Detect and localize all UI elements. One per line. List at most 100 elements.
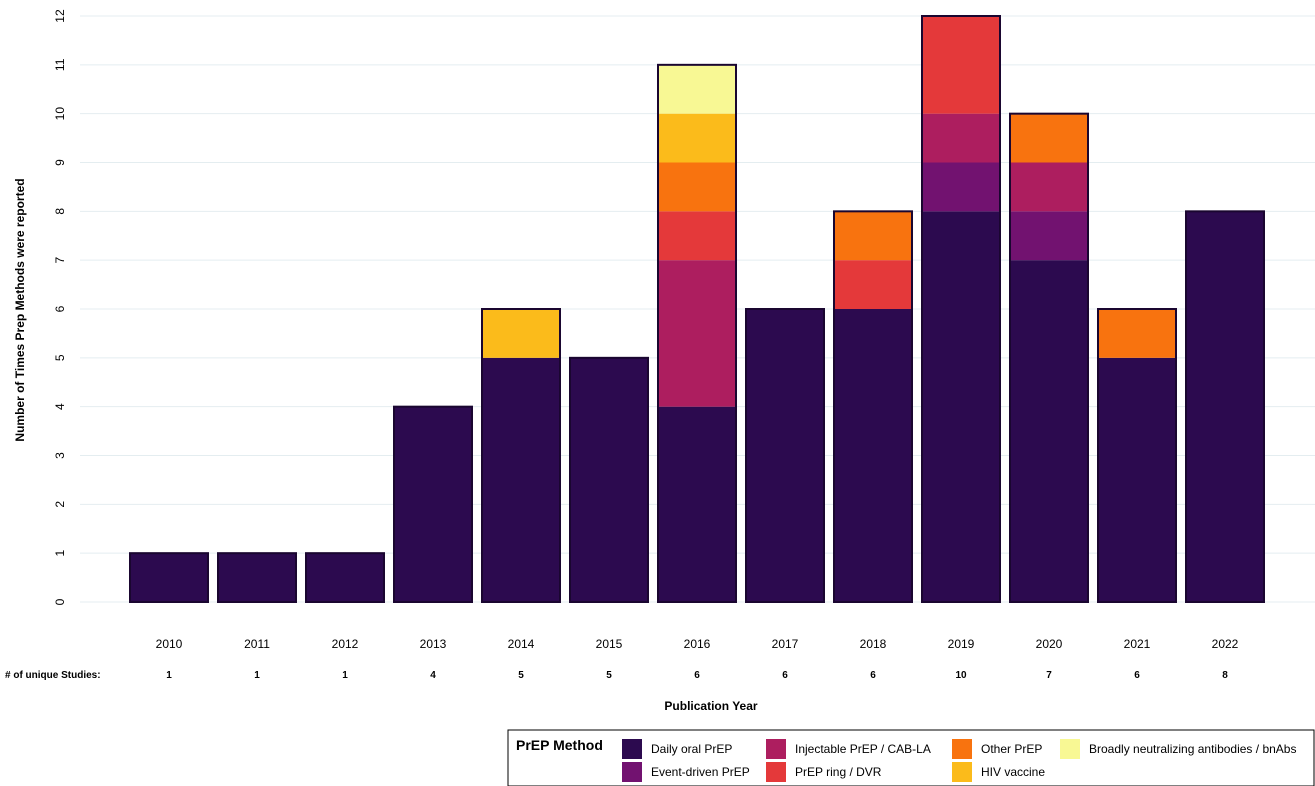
bar-outline: [921, 15, 1001, 603]
y-tick-label: 11: [53, 58, 67, 71]
unique-studies-count: 1: [254, 670, 260, 681]
bar-segment: [658, 162, 736, 212]
x-tick-label: 2013: [420, 637, 447, 651]
y-tick-label: 10: [53, 107, 67, 121]
x-tick-label: 2019: [948, 637, 975, 651]
y-tick-label: 3: [53, 452, 67, 459]
unique-studies-count: 6: [694, 670, 700, 681]
legend-box: [507, 729, 1315, 786]
bar-segment: [1098, 309, 1176, 358]
bar-segment: [1010, 162, 1088, 212]
bar-segment: [1010, 113, 1088, 163]
bar-segment: [834, 309, 912, 602]
y-tick-label: 1: [53, 550, 67, 557]
y-tick-label: 6: [53, 305, 67, 312]
y-axis-title: Number of Times Prep Methods were report…: [13, 178, 27, 441]
x-tick-label: 2017: [772, 637, 799, 651]
bar-segment: [306, 553, 384, 602]
x-axis-title: Publication Year: [664, 699, 757, 713]
unique-studies-count: 5: [518, 670, 524, 681]
legend-label: PrEP ring / DVR: [795, 765, 882, 779]
legend-swatch: [952, 762, 972, 782]
bar-outline: [833, 210, 913, 603]
bar-outline: [569, 356, 649, 604]
bar-segment: [1186, 211, 1264, 603]
legend-swatch: [766, 739, 786, 759]
x-tick-label: 2020: [1036, 637, 1063, 651]
bar-outline: [481, 308, 561, 603]
bar-segment: [1010, 211, 1088, 261]
legend-swatch: [622, 762, 642, 782]
bar-segment: [922, 162, 1000, 212]
legend-items: Daily oral PrEP Event-driven PrEP Injectab…: [622, 739, 1296, 782]
bar-segment: [658, 211, 736, 261]
bar-segment: [1098, 357, 1176, 602]
unique-studies-count: 4: [430, 670, 436, 681]
bar-segment: [218, 553, 296, 602]
bar-segment: [834, 211, 912, 261]
unique-studies-label: # of unique Studies:: [5, 670, 101, 681]
bar-outline: [745, 308, 825, 603]
unique-studies-count: 1: [166, 670, 172, 681]
legend: PrEP Method Daily oral PrEP Event-driven …: [507, 729, 1315, 786]
y-tick-label: 2: [53, 501, 67, 508]
bar-segment: [482, 309, 560, 358]
x-tick-label: 2021: [1124, 637, 1151, 651]
legend-title: PrEP Method: [516, 737, 603, 753]
x-tick-label: 2016: [684, 637, 711, 651]
legend-swatch: [952, 739, 972, 759]
bar-segment: [834, 260, 912, 309]
bar-segment: [658, 64, 736, 114]
bar-segment: [658, 260, 736, 407]
unique-studies-count: 10: [955, 670, 967, 681]
y-tick-label: 5: [53, 354, 67, 361]
bar-segment: [922, 16, 1000, 114]
legend-label: Event-driven PrEP: [651, 765, 750, 779]
unique-studies-count: 6: [870, 670, 876, 681]
bar-segment: [482, 357, 560, 602]
legend-swatch: [1060, 739, 1080, 759]
bar-segment: [130, 553, 208, 602]
bar-segment: [746, 309, 824, 602]
unique-studies-count: 6: [1134, 670, 1140, 681]
x-tick-label: 2011: [244, 637, 270, 651]
legend-swatch: [766, 762, 786, 782]
bars: [129, 15, 1265, 604]
unique-studies-count: 1: [342, 670, 348, 681]
unique-studies-count: 7: [1046, 670, 1052, 681]
legend-label: Broadly neutralizing antibodies / bnAbs: [1089, 742, 1296, 756]
bar-outline: [657, 63, 737, 604]
y-tick-label: 0: [53, 598, 67, 605]
bar-outline: [305, 552, 385, 604]
x-axis-ticks: 2010 2011 2012 2013 2014 2015 2016 2017 2018 2019…: [156, 637, 1239, 651]
bar-segment: [658, 406, 736, 602]
bar-outline: [217, 552, 297, 604]
y-tick-label: 4: [53, 403, 67, 410]
unique-studies-count: 8: [1222, 670, 1228, 681]
bar-outline: [393, 405, 473, 603]
x-tick-label: 2022: [1212, 637, 1239, 651]
bar-outline: [129, 552, 209, 604]
x-tick-label: 2015: [596, 637, 623, 651]
x-tick-label: 2014: [508, 637, 535, 651]
bar-segment: [570, 357, 648, 602]
x-tick-label: 2010: [156, 637, 183, 651]
bar-outline: [1009, 112, 1089, 604]
legend-label: Other PrEP: [981, 742, 1042, 756]
legend-swatch: [622, 739, 642, 759]
y-tick-label: 12: [53, 9, 67, 23]
bar-segment: [658, 113, 736, 163]
bar-outline: [1185, 210, 1265, 603]
bar-segment: [922, 113, 1000, 163]
legend-label: Injectable PrEP / CAB-LA: [795, 742, 931, 756]
y-tick-label: 8: [53, 208, 67, 215]
bar-segment: [1010, 260, 1088, 602]
x-tick-label: 2012: [332, 637, 359, 651]
x-tick-label: 2018: [860, 637, 887, 651]
bar-outline: [1097, 308, 1177, 603]
legend-label: HIV vaccine: [981, 765, 1045, 779]
unique-studies-row: # of unique Studies: 1 1 1 4 5 5 6 6 6 10 7 6 8: [5, 670, 1228, 681]
unique-studies-count: 5: [606, 670, 612, 681]
y-tick-label: 9: [53, 159, 67, 166]
